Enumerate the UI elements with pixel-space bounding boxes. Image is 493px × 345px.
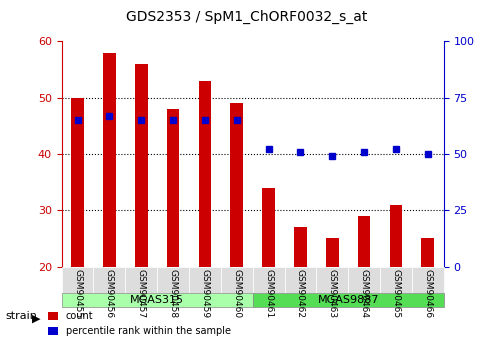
Text: GDS2353 / SpM1_ChORF0032_s_at: GDS2353 / SpM1_ChORF0032_s_at	[126, 10, 367, 24]
Bar	[103, 53, 116, 267]
Bar	[71, 98, 84, 267]
Bar	[326, 238, 339, 267]
FancyBboxPatch shape	[221, 267, 252, 293]
Text: GSM90458: GSM90458	[169, 268, 177, 318]
FancyBboxPatch shape	[284, 267, 317, 293]
FancyBboxPatch shape	[317, 267, 348, 293]
Text: GSM90455: GSM90455	[73, 268, 82, 318]
Bar	[135, 64, 147, 267]
Text: GSM90457: GSM90457	[137, 268, 146, 318]
Bar	[230, 103, 243, 267]
Text: GSM90465: GSM90465	[391, 268, 400, 318]
FancyBboxPatch shape	[125, 267, 157, 293]
FancyBboxPatch shape	[62, 267, 94, 293]
FancyBboxPatch shape	[62, 293, 252, 307]
Bar	[294, 227, 307, 267]
FancyBboxPatch shape	[252, 293, 444, 307]
FancyBboxPatch shape	[380, 267, 412, 293]
Text: GSM90459: GSM90459	[200, 268, 210, 318]
Bar	[262, 188, 275, 267]
Bar	[199, 81, 211, 267]
Bar	[422, 238, 434, 267]
Text: MGAS9887: MGAS9887	[317, 295, 379, 305]
Text: GSM90462: GSM90462	[296, 268, 305, 317]
FancyBboxPatch shape	[189, 267, 221, 293]
Text: GSM90461: GSM90461	[264, 268, 273, 318]
Text: MGAS315: MGAS315	[130, 295, 184, 305]
Text: GSM90466: GSM90466	[423, 268, 432, 318]
FancyBboxPatch shape	[94, 267, 125, 293]
FancyBboxPatch shape	[348, 267, 380, 293]
Text: ▶: ▶	[32, 314, 40, 324]
Text: GSM90460: GSM90460	[232, 268, 241, 318]
Bar	[358, 216, 370, 267]
Legend: count, percentile rank within the sample: count, percentile rank within the sample	[44, 307, 235, 340]
FancyBboxPatch shape	[412, 267, 444, 293]
Text: GSM90463: GSM90463	[328, 268, 337, 318]
FancyBboxPatch shape	[252, 267, 284, 293]
Bar	[389, 205, 402, 267]
Text: GSM90464: GSM90464	[359, 268, 369, 317]
FancyBboxPatch shape	[157, 267, 189, 293]
Text: strain: strain	[5, 311, 37, 321]
Text: GSM90456: GSM90456	[105, 268, 114, 318]
Bar	[167, 109, 179, 267]
